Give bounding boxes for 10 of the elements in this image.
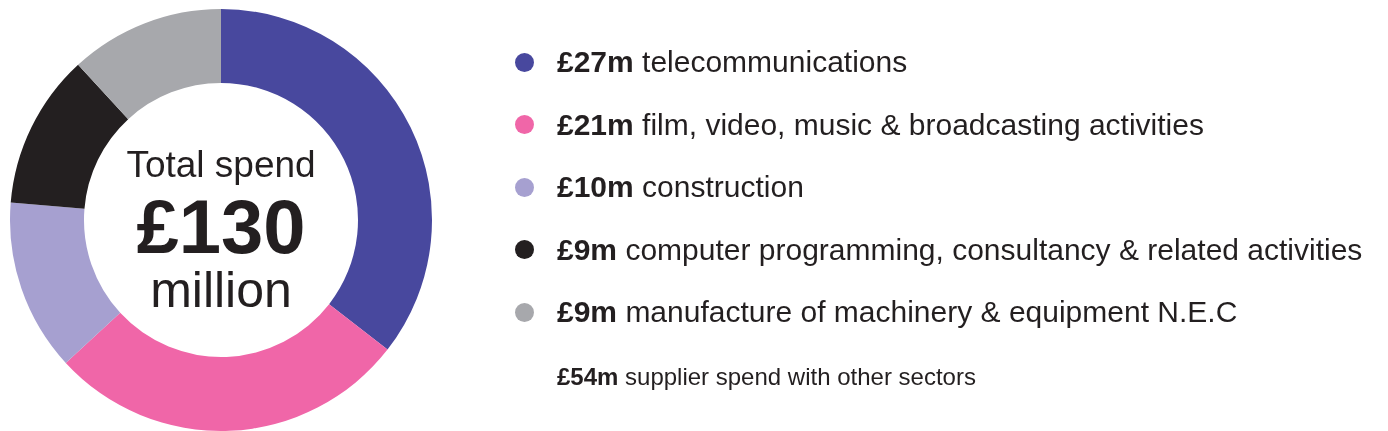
- text: £54m supplier spend with other sectors: [557, 363, 976, 391]
- donut-slice: [78, 9, 221, 120]
- legend-label: £27m telecommunications: [557, 45, 908, 80]
- donut-slice: [10, 64, 129, 209]
- legend-label: £9m manufacture of machinery & equipment N.E.C: [557, 295, 1238, 330]
- donut-slice: [10, 202, 121, 363]
- legend-label: £21m film, video, music & broadcasting activities: [557, 107, 1204, 142]
- legend-label: £10m construction: [557, 170, 804, 205]
- text: Total spend £130 million: [126, 144, 316, 318]
- legend-label: £9m computer programming, consultancy & related activities: [557, 232, 1363, 267]
